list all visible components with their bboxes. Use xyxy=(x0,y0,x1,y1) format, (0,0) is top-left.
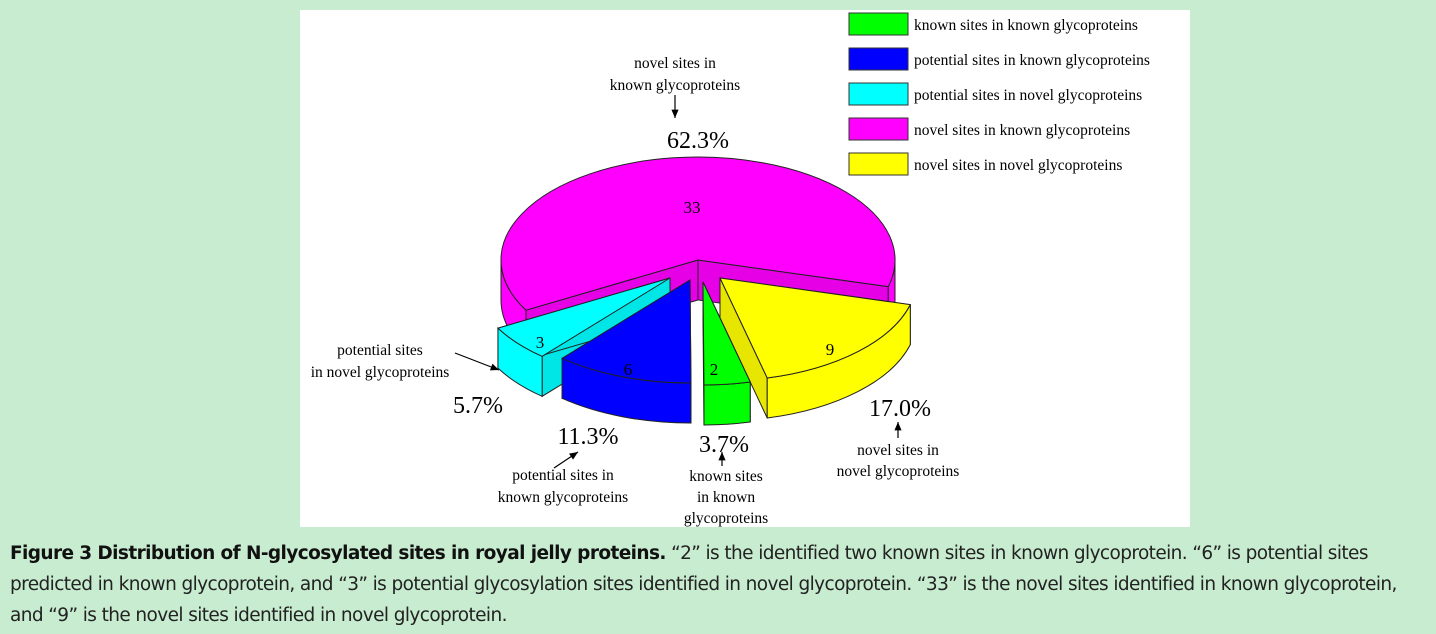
percent-label-cyan: 5.7% xyxy=(453,393,503,419)
legend-swatch xyxy=(848,47,909,71)
legend-label: potential sites in known glycoproteins xyxy=(914,52,1150,69)
legend-label: novel sites in known glycoproteins xyxy=(914,122,1130,139)
caption-title: Figure 3 Distribution of N-glycosylated … xyxy=(10,543,666,564)
slice-top xyxy=(719,277,912,379)
figure-panel: 2 6 3 33 9 3.7% 11.3% 5.7% 62.3% 17.0% known sites… xyxy=(300,10,1190,527)
legend-swatch xyxy=(848,82,909,106)
legend-item-green: known sites in known glycoproteins xyxy=(848,12,1138,36)
data-label-yellow: 9 xyxy=(826,340,835,359)
annotation-green: known sites xyxy=(689,468,763,485)
caption-text: “2” is the identified two known sites in… xyxy=(10,543,1397,626)
legend-label: novel sites in novel glycoproteins xyxy=(914,157,1122,174)
pie-slice-yellow xyxy=(719,277,912,419)
annotation-magenta: known glycoproteins xyxy=(610,77,740,94)
legend-item-magenta: novel sites in known glycoproteins xyxy=(848,117,1130,141)
legend-item-cyan: potential sites in novel glycoproteins xyxy=(848,82,1142,106)
legend-swatch xyxy=(848,152,909,176)
legend-item-yellow: novel sites in novel glycoproteins xyxy=(848,152,1122,176)
pie-slice-blue xyxy=(561,279,692,424)
legend-swatch xyxy=(848,12,909,36)
annotation-yellow: novel sites in xyxy=(857,442,939,459)
slice-top xyxy=(702,281,751,386)
legend-label: potential sites in novel glycoproteins xyxy=(914,87,1142,104)
annotation-green: glycoproteins xyxy=(684,510,768,527)
annotation-blue: known glycoproteins xyxy=(498,489,628,506)
pie-slice-green xyxy=(702,281,751,426)
percent-label-yellow: 17.0% xyxy=(869,396,931,422)
data-label-blue: 6 xyxy=(624,360,633,379)
percent-label-green: 3.7% xyxy=(699,432,749,458)
annotation-green: in known xyxy=(697,489,755,506)
legend-label: known sites in known glycoproteins xyxy=(914,17,1138,34)
legend: known sites in known glycoproteins potent… xyxy=(848,12,1150,176)
data-label-magenta: 33 xyxy=(684,198,701,217)
arrow-icon xyxy=(454,352,500,371)
slice-top xyxy=(500,156,896,311)
percent-label-blue: 11.3% xyxy=(557,424,618,450)
annotation-magenta: novel sites in xyxy=(634,55,716,72)
data-label-cyan: 3 xyxy=(536,333,545,352)
figure-caption: Figure 3 Distribution of N-glycosylated … xyxy=(10,538,1430,631)
slice-top xyxy=(496,277,671,357)
data-label-green: 2 xyxy=(710,360,719,379)
annotation-blue: potential sites in xyxy=(512,467,614,484)
annotation-yellow: novel glycoproteins xyxy=(837,463,960,480)
legend-item-blue: potential sites in known glycoproteins xyxy=(848,47,1150,71)
arrow-icon xyxy=(553,451,579,469)
annotation-cyan: potential sites xyxy=(337,342,423,359)
legend-swatch xyxy=(848,117,909,141)
slice-top xyxy=(561,279,692,384)
slice-outer-wall xyxy=(703,381,751,426)
annotation-cyan: in novel glycoproteins xyxy=(311,364,450,381)
percent-label-magenta: 62.3% xyxy=(667,128,729,154)
